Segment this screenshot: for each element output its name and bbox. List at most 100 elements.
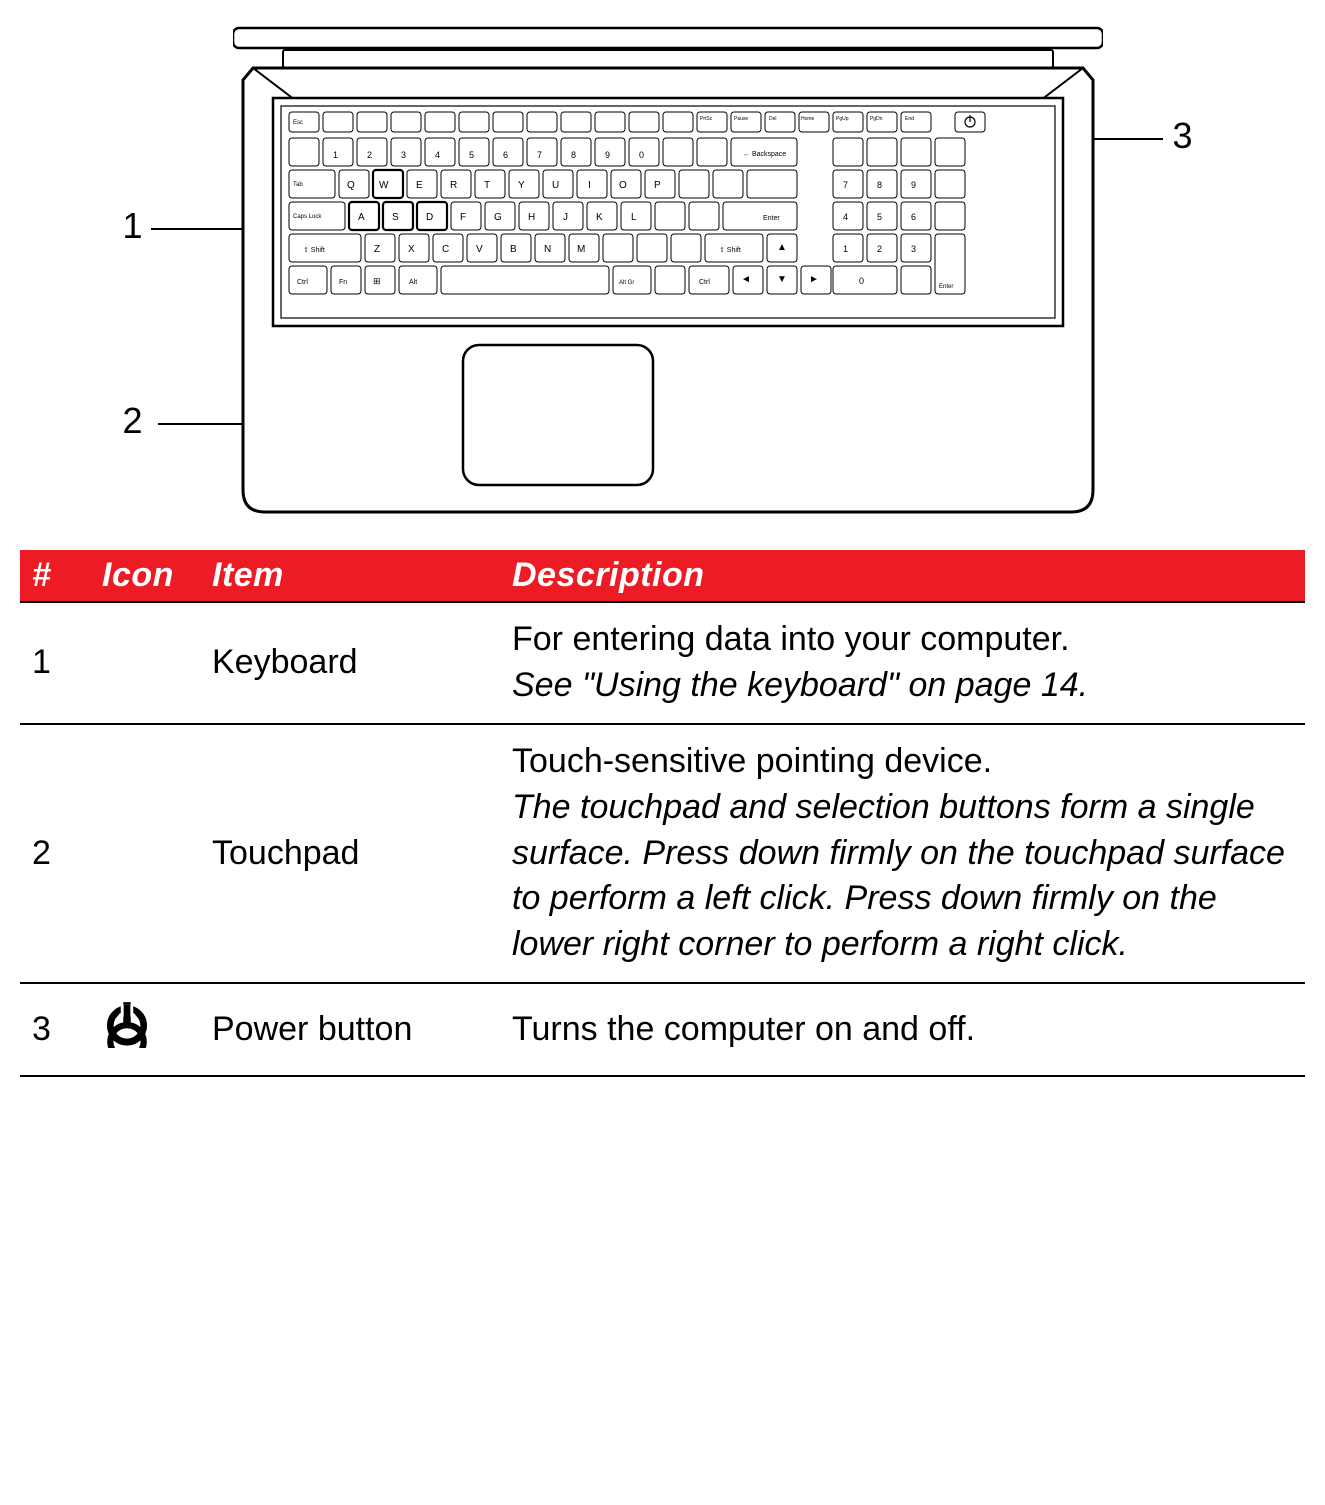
row2-desc-plain: Touch-sensitive pointing device. — [512, 742, 992, 780]
table-row: 3 Power button Turns the computer on and… — [20, 983, 1305, 1076]
svg-text:S: S — [392, 212, 399, 223]
svg-text:P: P — [654, 180, 661, 191]
svg-text:F: F — [460, 212, 466, 223]
parts-table-header: # Icon Item Description — [20, 550, 1305, 602]
laptop-diagram: 1 2 3 Esc — [113, 20, 1213, 520]
svg-text:2: 2 — [877, 244, 882, 254]
row2-desc: Touch-sensitive pointing device. The tou… — [500, 724, 1305, 983]
svg-text:Caps Lock: Caps Lock — [293, 214, 322, 220]
row2-item: Touchpad — [200, 724, 500, 983]
row1-desc-plain: For entering data into your computer. — [512, 620, 1070, 658]
svg-text:Enter: Enter — [939, 284, 953, 290]
svg-text:Alt: Alt — [409, 279, 417, 286]
svg-text:Y: Y — [518, 180, 525, 191]
row2-desc-italic: The touchpad and selection buttons form … — [512, 788, 1285, 964]
svg-text:1: 1 — [333, 150, 338, 160]
svg-text:X: X — [408, 244, 415, 255]
col-header-desc: Description — [500, 550, 1305, 602]
svg-text:5: 5 — [877, 212, 882, 222]
svg-text:M: M — [577, 244, 585, 255]
svg-text:Fn: Fn — [339, 279, 347, 286]
laptop-diagram-container: 1 2 3 Esc — [20, 20, 1305, 520]
svg-text:⇧ Shift: ⇧ Shift — [303, 246, 325, 254]
svg-text:E: E — [416, 180, 423, 191]
svg-text:9: 9 — [911, 180, 916, 190]
row1-num: 1 — [20, 602, 90, 724]
svg-text:Esc: Esc — [293, 120, 303, 126]
row3-icon — [90, 983, 200, 1076]
col-header-item: Item — [200, 550, 500, 602]
svg-text:►: ► — [809, 274, 819, 285]
svg-text:6: 6 — [503, 150, 508, 160]
row3-desc: Turns the computer on and off. — [500, 983, 1305, 1076]
svg-text:7: 7 — [537, 150, 542, 160]
svg-text:8: 8 — [571, 150, 576, 160]
svg-text:▲: ▲ — [777, 242, 787, 253]
svg-text:⊞: ⊞ — [373, 276, 381, 286]
svg-text:Del: Del — [769, 116, 777, 122]
svg-text:Ctrl: Ctrl — [297, 279, 308, 286]
svg-text:W: W — [379, 180, 389, 191]
svg-text:G: G — [494, 212, 502, 223]
svg-text:D: D — [426, 212, 433, 223]
svg-text:I: I — [588, 180, 591, 191]
svg-text:◄: ◄ — [741, 274, 751, 285]
svg-text:PgUp: PgUp — [836, 116, 849, 122]
svg-text:0: 0 — [639, 150, 644, 160]
row3-desc-plain: Turns the computer on and off. — [512, 1010, 975, 1048]
svg-text:4: 4 — [843, 212, 848, 222]
callout-label-1: 1 — [123, 205, 143, 247]
row1-desc: For entering data into your computer. Se… — [500, 602, 1305, 724]
svg-text:PrtSc: PrtSc — [700, 116, 713, 122]
svg-text:9: 9 — [605, 150, 610, 160]
row1-item: Keyboard — [200, 602, 500, 724]
svg-text:O: O — [619, 180, 627, 191]
svg-text:A: A — [358, 212, 365, 223]
svg-text:4: 4 — [435, 150, 440, 160]
svg-text:V: V — [476, 244, 483, 255]
col-header-icon: Icon — [90, 550, 200, 602]
table-row: 2 Touchpad Touch-sensitive pointing devi… — [20, 724, 1305, 983]
row1-desc-italic: See "Using the keyboard" on page 14. — [512, 666, 1088, 704]
parts-table: # Icon Item Description 1 Keyboard For e… — [20, 550, 1305, 1077]
svg-text:K: K — [596, 212, 603, 223]
svg-text:Home: Home — [801, 116, 815, 122]
svg-text:▼: ▼ — [777, 274, 787, 285]
svg-text:Enter: Enter — [763, 215, 780, 222]
svg-text:3: 3 — [401, 150, 406, 160]
svg-text:R: R — [450, 180, 457, 191]
svg-text:Z: Z — [374, 244, 380, 255]
svg-text:← Backspace: ← Backspace — [743, 151, 786, 158]
svg-text:Tab: Tab — [293, 182, 303, 188]
svg-text:3: 3 — [911, 244, 916, 254]
svg-text:U: U — [552, 180, 559, 191]
svg-text:PgDn: PgDn — [870, 116, 883, 122]
svg-text:⇧ Shift: ⇧ Shift — [719, 246, 741, 254]
callout-label-3: 3 — [1173, 115, 1193, 157]
power-icon — [102, 998, 152, 1048]
svg-text:5: 5 — [469, 150, 474, 160]
svg-text:T: T — [484, 180, 490, 191]
svg-text:8: 8 — [877, 180, 882, 190]
svg-text:N: N — [544, 244, 551, 255]
table-row: 1 Keyboard For entering data into your c… — [20, 602, 1305, 724]
svg-text:Q: Q — [347, 180, 355, 191]
svg-text:J: J — [563, 212, 568, 223]
svg-text:L: L — [631, 212, 637, 223]
svg-text:7: 7 — [843, 180, 848, 190]
svg-text:C: C — [442, 244, 449, 255]
svg-text:1: 1 — [843, 244, 848, 254]
row1-icon — [90, 602, 200, 724]
svg-text:B: B — [510, 244, 517, 255]
row2-icon — [90, 724, 200, 983]
row2-num: 2 — [20, 724, 90, 983]
svg-text:2: 2 — [367, 150, 372, 160]
row3-num: 3 — [20, 983, 90, 1076]
laptop-lineart: Esc PrtSc Pause Del Home PgUp PgDn End — [233, 20, 1103, 520]
col-header-num: # — [20, 550, 90, 602]
svg-text:Alt Gr: Alt Gr — [619, 280, 634, 286]
svg-text:End: End — [905, 116, 914, 122]
callout-label-2: 2 — [123, 400, 143, 442]
svg-text:Pause: Pause — [734, 116, 748, 122]
svg-text:6: 6 — [911, 212, 916, 222]
